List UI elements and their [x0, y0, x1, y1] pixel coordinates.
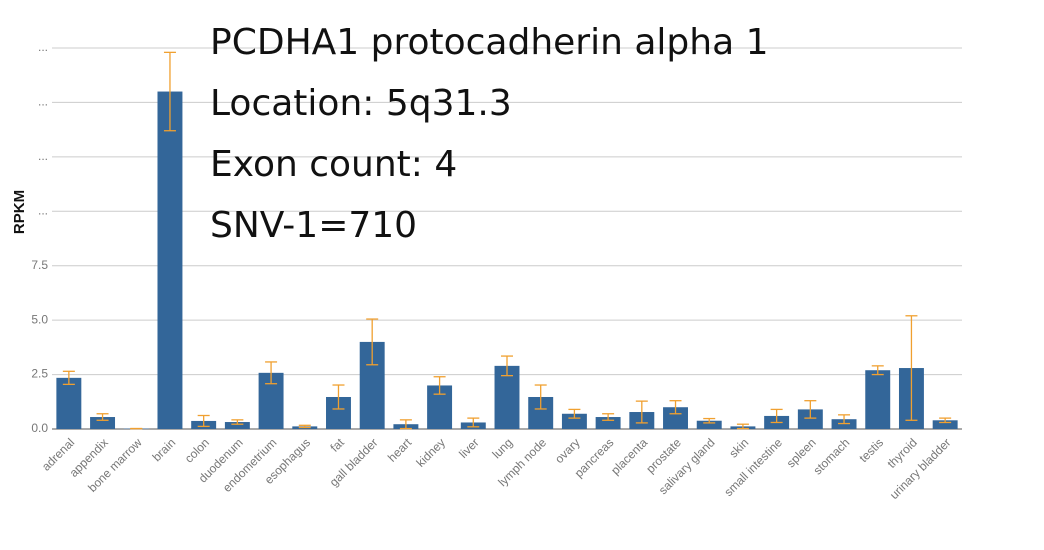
y-axis-label: RPKM	[11, 190, 28, 234]
x-tick-label: urinary bladder	[887, 435, 954, 502]
error-bar	[804, 400, 817, 419]
y-tick-label: 7.5	[31, 258, 48, 272]
bar	[494, 365, 520, 429]
x-tick-label: ovary	[552, 435, 583, 466]
error-bar	[399, 419, 412, 430]
x-tick-label: testis	[856, 435, 886, 465]
error-bar	[433, 376, 446, 395]
error-bar	[568, 408, 581, 419]
error-bar	[298, 424, 311, 429]
x-tick-label: liver	[456, 435, 481, 460]
error-bar	[703, 417, 716, 424]
error-bar	[534, 384, 547, 410]
y-tick-label: 0.0	[31, 421, 48, 435]
y-tick-label: 2.5	[31, 367, 48, 381]
x-tick-label: colon	[182, 435, 212, 465]
y-tick-label: ...	[38, 40, 48, 54]
bar	[865, 370, 891, 429]
error-bar	[939, 417, 952, 424]
bar	[595, 417, 621, 429]
error-bar	[602, 413, 615, 421]
error-bar	[96, 413, 109, 421]
x-tick-label: skin	[726, 435, 751, 460]
x-tick-label: lung	[489, 435, 515, 461]
annotation: PCDHA1 protocadherin alpha 1	[210, 22, 769, 63]
error-bar	[871, 365, 884, 376]
bar	[696, 420, 722, 429]
error-bar	[231, 419, 244, 425]
error-bar	[62, 370, 75, 386]
bar	[663, 407, 688, 429]
error-bar	[366, 318, 379, 366]
annotation: Exon count: 4	[210, 144, 457, 185]
bar	[797, 409, 823, 429]
y-tick-label: ...	[38, 203, 48, 217]
y-tick-label: ...	[38, 149, 48, 163]
error-bar	[736, 423, 749, 430]
bar	[932, 420, 958, 429]
error-bar	[669, 400, 682, 415]
y-tick-label: 5.0	[31, 312, 48, 326]
x-tick-label: heart	[385, 435, 415, 465]
error-bar	[197, 414, 210, 428]
error-bar	[163, 51, 176, 132]
bar	[157, 91, 183, 430]
x-tick-label: stomach	[810, 435, 852, 477]
error-bar	[467, 417, 480, 428]
x-tick-label: brain	[150, 435, 179, 464]
y-tick-label: ...	[38, 95, 48, 109]
error-bar	[635, 400, 648, 424]
bar	[56, 377, 82, 429]
bar	[561, 413, 587, 429]
error-bar	[265, 361, 278, 385]
error-bar	[770, 408, 783, 424]
annotation: Location: 5q31.3	[210, 83, 512, 124]
error-bar	[905, 315, 918, 421]
x-tick-label: kidney	[414, 435, 448, 469]
bar	[224, 422, 250, 429]
error-bar	[332, 384, 345, 410]
error-bar	[501, 355, 513, 377]
x-tick-label: placenta	[608, 435, 650, 477]
error-bar	[838, 414, 851, 425]
bar	[90, 417, 116, 429]
x-tick-label: fat	[328, 435, 348, 455]
annotation: SNV-1=710	[210, 205, 417, 246]
